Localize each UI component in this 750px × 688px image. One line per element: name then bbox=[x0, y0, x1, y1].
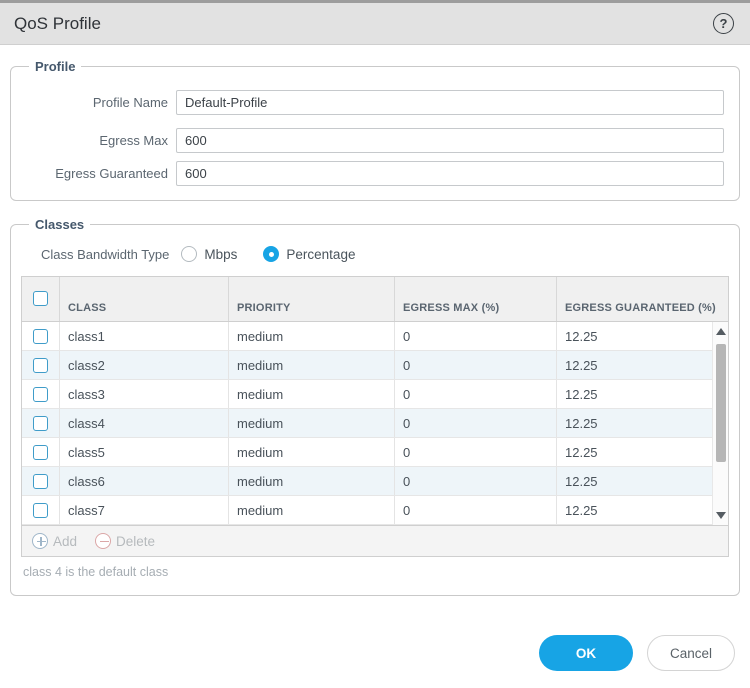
cell-class[interactable]: class2 bbox=[60, 351, 229, 379]
column-header-egress-max[interactable]: EGRESS MAX (%) bbox=[395, 277, 557, 321]
delete-minus-icon bbox=[95, 533, 112, 549]
radio-percentage[interactable]: Percentage bbox=[263, 246, 355, 262]
table-header-checkbox-cell bbox=[22, 277, 60, 321]
egress-guaranteed-label: Egress Guaranteed bbox=[55, 166, 168, 181]
table-footer: Add Delete bbox=[22, 525, 728, 556]
table-row[interactable]: class5 medium 0 12.25 bbox=[22, 438, 728, 467]
profile-legend: Profile bbox=[35, 59, 76, 74]
scroll-down-arrow-icon[interactable] bbox=[716, 512, 726, 519]
cell-egress-guaranteed[interactable]: 12.25 bbox=[565, 502, 598, 518]
radio-percentage-label: Percentage bbox=[286, 246, 356, 262]
cell-priority[interactable]: medium bbox=[229, 322, 395, 350]
cell-priority[interactable]: medium bbox=[229, 438, 395, 466]
cell-egress-guaranteed[interactable]: 12.25 bbox=[565, 357, 598, 373]
cell-egress-guaranteed[interactable]: 12.25 bbox=[565, 473, 598, 489]
table-row[interactable]: class2 medium 0 12.25 bbox=[22, 351, 728, 380]
cell-priority[interactable]: medium bbox=[229, 496, 395, 524]
cell-priority[interactable]: medium bbox=[229, 467, 395, 495]
table-row[interactable]: class1 medium 0 12.25 bbox=[22, 322, 728, 351]
table-body: class1 medium 0 12.25 class2 medium 0 12… bbox=[22, 322, 728, 525]
row-checkbox[interactable] bbox=[33, 444, 48, 460]
cell-egress-guaranteed[interactable]: 12.25 bbox=[565, 415, 598, 431]
dialog-titlebar: QoS Profile ? bbox=[0, 3, 750, 45]
default-class-note: class 4 is the default class bbox=[23, 565, 169, 579]
column-header-egress-guaranteed[interactable]: EGRESS GUARANTEED (%) bbox=[565, 302, 716, 314]
cell-egress-max[interactable]: 0 bbox=[395, 438, 557, 466]
profile-name-row: Profile Name bbox=[21, 90, 729, 115]
column-header-priority[interactable]: PRIORITY bbox=[229, 277, 395, 321]
row-checkbox[interactable] bbox=[33, 415, 48, 431]
cell-egress-guaranteed[interactable]: 12.25 bbox=[565, 386, 598, 402]
add-plus-icon bbox=[32, 533, 48, 549]
delete-button[interactable]: Delete bbox=[95, 533, 155, 549]
table-row[interactable]: class3 medium 0 12.25 bbox=[22, 380, 728, 409]
egress-max-label: Egress Max bbox=[99, 133, 168, 148]
class-bandwidth-type-label: Class Bandwidth Type bbox=[41, 246, 170, 262]
table-header-row: CLASS PRIORITY EGRESS MAX (%) EGRESS GUA… bbox=[22, 277, 728, 322]
cell-egress-max[interactable]: 0 bbox=[395, 409, 557, 437]
cell-egress-max[interactable]: 0 bbox=[395, 351, 557, 379]
row-checkbox[interactable] bbox=[33, 473, 48, 489]
egress-max-input[interactable] bbox=[176, 128, 724, 153]
profile-name-input[interactable] bbox=[176, 90, 724, 115]
cell-priority[interactable]: medium bbox=[229, 409, 395, 437]
scroll-up-arrow-icon[interactable] bbox=[716, 328, 726, 335]
cell-class[interactable]: class5 bbox=[60, 438, 229, 466]
cell-class[interactable]: class4 bbox=[60, 409, 229, 437]
classes-section: Classes Class Bandwidth Type Mbps Percen… bbox=[10, 217, 740, 596]
cell-egress-max[interactable]: 0 bbox=[395, 467, 557, 495]
help-icon[interactable]: ? bbox=[713, 13, 734, 34]
radio-percentage-circle-icon[interactable] bbox=[263, 246, 280, 262]
select-all-checkbox[interactable] bbox=[33, 290, 48, 306]
scrollbar-thumb[interactable] bbox=[715, 344, 726, 462]
classes-legend: Classes bbox=[35, 217, 85, 232]
egress-guaranteed-row: Egress Guaranteed bbox=[21, 161, 729, 186]
table-scrollbar[interactable] bbox=[712, 322, 728, 525]
row-checkbox[interactable] bbox=[33, 386, 48, 402]
classes-table: CLASS PRIORITY EGRESS MAX (%) EGRESS GUA… bbox=[21, 276, 729, 557]
window-edge-strip bbox=[0, 0, 750, 3]
dialog-title: QoS Profile bbox=[14, 13, 101, 33]
add-button[interactable]: Add bbox=[32, 533, 77, 549]
egress-guaranteed-input[interactable] bbox=[176, 161, 724, 186]
cell-egress-guaranteed[interactable]: 12.25 bbox=[565, 328, 598, 344]
cell-class[interactable]: class1 bbox=[60, 322, 229, 350]
cell-egress-max[interactable]: 0 bbox=[395, 380, 557, 408]
cell-priority[interactable]: medium bbox=[229, 351, 395, 379]
delete-button-label: Delete bbox=[116, 533, 156, 549]
add-button-label: Add bbox=[53, 533, 78, 549]
profile-name-label: Profile Name bbox=[92, 95, 168, 110]
ok-button[interactable]: OK bbox=[539, 635, 633, 671]
cell-egress-max[interactable]: 0 bbox=[395, 322, 557, 350]
dialog-actions: OK Cancel bbox=[539, 635, 735, 671]
table-row[interactable]: class7 medium 0 12.25 bbox=[22, 496, 728, 525]
table-row[interactable]: class6 medium 0 12.25 bbox=[22, 467, 728, 496]
cell-priority[interactable]: medium bbox=[229, 380, 395, 408]
cell-class[interactable]: class6 bbox=[60, 467, 229, 495]
cancel-button[interactable]: Cancel bbox=[647, 635, 735, 671]
radio-mbps-label: Mbps bbox=[204, 246, 238, 262]
egress-max-row: Egress Max bbox=[21, 128, 729, 153]
table-row[interactable]: class4 medium 0 12.25 bbox=[22, 409, 728, 438]
dialog-body: Profile Profile Name Egress Max Egress G… bbox=[0, 45, 750, 596]
row-checkbox[interactable] bbox=[33, 502, 48, 518]
profile-section: Profile Profile Name Egress Max Egress G… bbox=[10, 59, 740, 201]
radio-mbps[interactable]: Mbps bbox=[181, 246, 237, 262]
radio-mbps-circle-icon[interactable] bbox=[181, 246, 198, 262]
cell-egress-guaranteed[interactable]: 12.25 bbox=[565, 444, 598, 460]
row-checkbox[interactable] bbox=[33, 357, 48, 373]
cell-class[interactable]: class7 bbox=[60, 496, 229, 524]
class-bandwidth-type-row: Class Bandwidth Type Mbps Percentage bbox=[21, 242, 729, 264]
cell-class[interactable]: class3 bbox=[60, 380, 229, 408]
cell-egress-max[interactable]: 0 bbox=[395, 496, 557, 524]
column-header-class[interactable]: CLASS bbox=[60, 277, 229, 321]
row-checkbox[interactable] bbox=[33, 328, 48, 344]
